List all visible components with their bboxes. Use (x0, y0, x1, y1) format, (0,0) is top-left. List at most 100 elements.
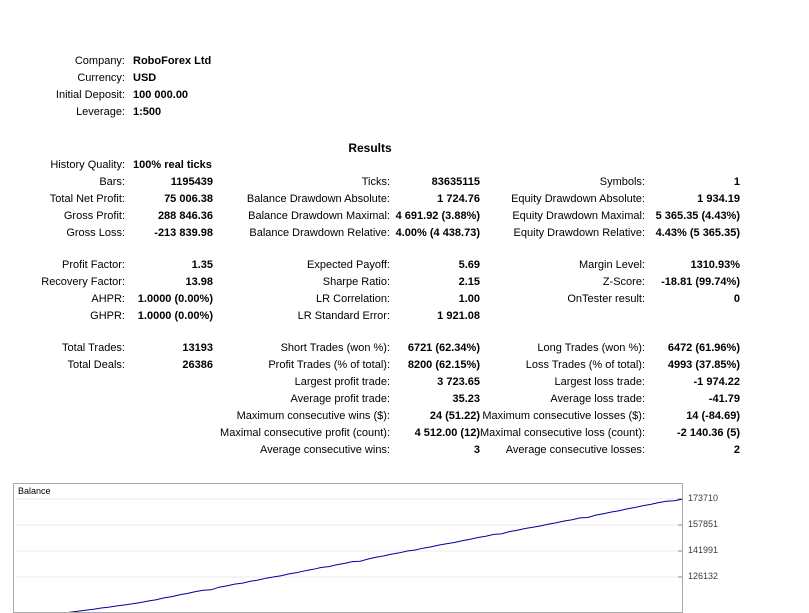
result-value: 1.00 (458, 293, 480, 305)
empty-cell (125, 391, 213, 408)
info-value: USD (133, 72, 157, 84)
empty-cell (0, 408, 125, 425)
result-label: Ticks: (361, 176, 390, 188)
result-value: 1 934.19 (697, 193, 740, 205)
info-label: Leverage: (76, 106, 125, 118)
result-value: 1310.93% (690, 259, 740, 271)
result-value: 6721 (62.34%) (407, 342, 480, 354)
results-section: Results History Quality: 100% real ticks B… (0, 139, 740, 459)
result-label: Balance Drawdown Relative: (249, 227, 390, 239)
result-label: Maximal consecutive profit (count): (220, 427, 390, 439)
result-label: LR Standard Error: (297, 310, 390, 322)
y-tick-label: 141991 (688, 545, 719, 555)
result-label: Equity Drawdown Maximal: (512, 210, 645, 222)
result-value: 14 (-84.69) (686, 410, 740, 422)
result-value: 4 691.92 (3.88%) (395, 210, 480, 222)
result-value: 3 723.65 (437, 376, 480, 388)
result-value: -2 140.36 (5) (677, 427, 740, 439)
result-value: -41.79 (708, 393, 740, 405)
result-label: Margin Level: (578, 259, 645, 271)
result-label: Bars: (99, 176, 125, 188)
info-value: 1:500 (133, 106, 162, 118)
result-value: -1 974.22 (693, 376, 740, 388)
result-value: 1 724.76 (437, 193, 480, 205)
result-value: 1.35 (191, 259, 213, 271)
result-label: Total Trades: (62, 342, 125, 354)
result-label: AHPR: (91, 293, 125, 305)
result-value: -213 839.98 (154, 227, 213, 239)
empty-cell (0, 442, 125, 459)
result-label: Average loss trade: (550, 393, 645, 405)
result-label: Average consecutive losses: (505, 444, 645, 456)
results-title: Results (348, 141, 392, 155)
y-tick-label: 173710 (688, 493, 719, 503)
result-value: 1 921.08 (437, 310, 480, 322)
chart-title: Balance (18, 486, 51, 496)
result-label: Maximal consecutive loss (count): (480, 427, 646, 439)
result-value: 13.98 (185, 276, 213, 288)
result-value: 100% real ticks (133, 159, 212, 171)
result-label: History Quality: (50, 159, 125, 171)
result-label: LR Correlation: (316, 293, 390, 305)
info-value: 100 000.00 (133, 89, 189, 101)
result-value: 4993 (37.85%) (667, 359, 740, 371)
account-info: Company: RoboForex Ltd Currency: USD Initial… (0, 53, 211, 121)
result-label: Recovery Factor: (41, 276, 125, 288)
y-tick-label: 126132 (688, 571, 719, 581)
result-label: Balance Drawdown Maximal: (248, 210, 390, 222)
result-label: Average profit trade: (290, 393, 390, 405)
result-label: Largest loss trade: (554, 376, 646, 388)
result-value: 3 (473, 444, 480, 456)
empty-cell (0, 374, 125, 391)
result-value: 4.00% (4 438.73) (395, 227, 480, 239)
info-label: Currency: (77, 72, 125, 84)
result-label: Balance Drawdown Absolute: (246, 193, 390, 205)
result-label: Short Trades (won %): (280, 342, 390, 354)
result-label: Expected Payoff: (307, 259, 390, 271)
result-value: 24 (51.22) (429, 410, 480, 422)
empty-cell (645, 308, 740, 325)
result-value: 4.43% (5 365.35) (655, 227, 740, 239)
result-value: 0 (733, 293, 740, 305)
result-label: OnTester result: (567, 293, 645, 305)
result-value: 2 (733, 444, 740, 456)
result-label: Sharpe Ratio: (322, 276, 390, 288)
result-label: Z-Score: (602, 276, 645, 288)
result-value: 35.23 (452, 393, 480, 405)
y-tick-label: 157851 (688, 519, 719, 529)
result-label: Profit Factor: (62, 259, 125, 271)
result-label: Equity Drawdown Relative: (513, 227, 645, 239)
result-label: Long Trades (won %): (537, 342, 645, 354)
result-label: Symbols: (599, 176, 645, 188)
empty-cell (125, 374, 213, 391)
result-value: 6472 (61.96%) (667, 342, 740, 354)
info-label: Company: (74, 55, 125, 67)
empty-cell (480, 308, 645, 325)
info-value: RoboForex Ltd (133, 55, 212, 67)
result-label: Maximum consecutive wins ($): (236, 410, 390, 422)
result-label: Profit Trades (% of total): (268, 359, 390, 371)
result-label: Total Net Profit: (49, 193, 125, 205)
result-label: Loss Trades (% of total): (525, 359, 645, 371)
row-spacer (0, 242, 740, 257)
result-value: 1.0000 (0.00%) (137, 310, 213, 322)
empty-cell (125, 425, 213, 442)
result-value: 26386 (182, 359, 213, 371)
result-label: Equity Drawdown Absolute: (511, 193, 645, 205)
balance-line (68, 498, 682, 612)
empty-cell (0, 391, 125, 408)
result-value: 2.15 (458, 276, 480, 288)
result-value: 8200 (62.15%) (407, 359, 480, 371)
result-value: 1195439 (170, 176, 213, 188)
empty-cell (125, 408, 213, 425)
result-value: 5 365.35 (4.43%) (655, 210, 740, 222)
row-spacer (0, 325, 740, 340)
empty-cell (125, 442, 213, 459)
result-label: Maximum consecutive losses ($): (482, 410, 645, 422)
result-value: -18.81 (99.74%) (661, 276, 740, 288)
balance-chart: Balance (13, 483, 683, 613)
result-value: 1 (733, 176, 740, 188)
result-label: Total Deals: (67, 359, 125, 371)
result-label: Largest profit trade: (294, 376, 390, 388)
result-value: 75 006.38 (164, 193, 213, 205)
